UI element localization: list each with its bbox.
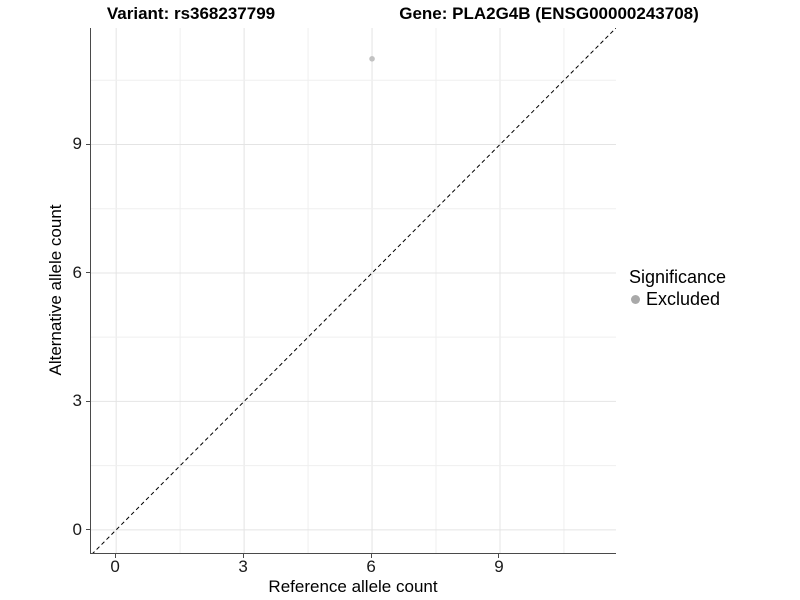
x-tick-label: 9 <box>494 557 504 576</box>
legend-key-dot-icon <box>631 295 640 304</box>
x-tick-label: 6 <box>366 557 376 576</box>
x-tick-mark <box>114 554 116 558</box>
x-axis-title: Reference allele count <box>268 577 438 596</box>
y-tick-label: 6 <box>72 262 82 282</box>
plot-title-variant: Variant: rs368237799 <box>106 4 276 23</box>
plot-panel <box>90 28 616 554</box>
y-tick-label: 0 <box>72 519 82 539</box>
y-tick-label: 3 <box>72 391 82 411</box>
y-tick-mark <box>86 272 90 274</box>
y-tick-label: 9 <box>72 134 82 154</box>
y-tick-mark <box>86 529 90 531</box>
x-tick-mark <box>498 554 500 558</box>
legend-item-label: Excluded <box>646 289 721 309</box>
data-point <box>369 56 375 62</box>
plot-title-gene: Gene: PLA2G4B (ENSG00000243708) <box>399 4 699 23</box>
x-tick-label: 0 <box>110 557 120 576</box>
y-tick-mark <box>86 400 90 402</box>
x-tick-mark <box>370 554 372 558</box>
legend-title: Significance <box>629 267 727 287</box>
chart-canvas <box>91 28 616 553</box>
x-tick-label: 3 <box>238 557 248 576</box>
legend: Significance Excluded <box>629 267 726 310</box>
y-axis-title: Alternative allele count <box>46 204 65 376</box>
identity-line <box>92 28 616 553</box>
legend-item-excluded: Excluded <box>629 289 726 310</box>
y-tick-mark <box>86 143 90 145</box>
x-tick-mark <box>242 554 244 558</box>
